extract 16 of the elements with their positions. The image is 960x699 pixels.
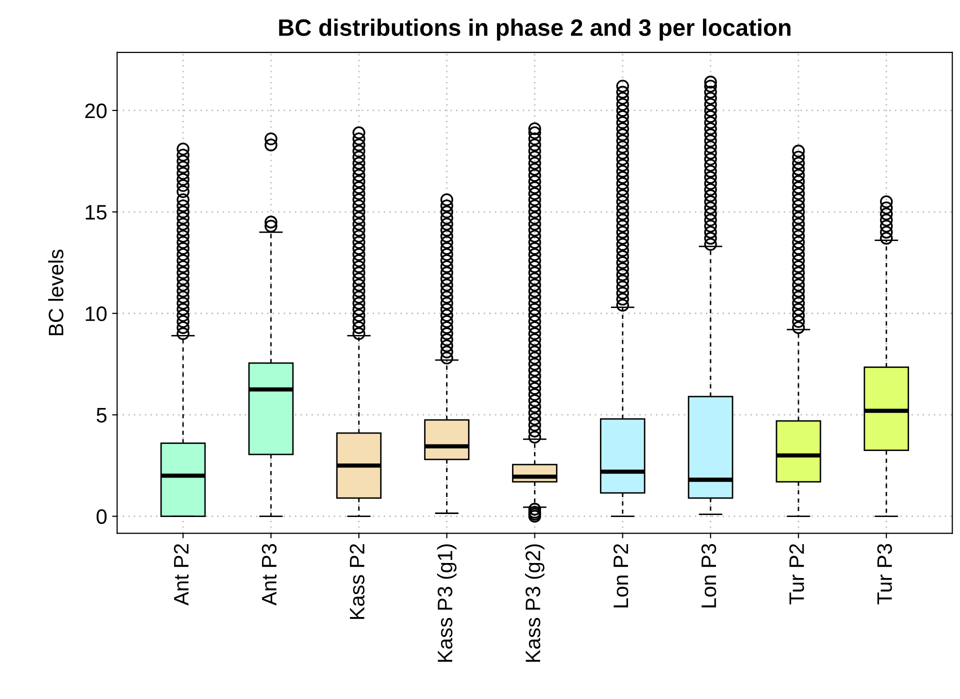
x-tick-label: Ant P3 — [262, 544, 277, 606]
y-tick-label: 20 — [85, 103, 107, 118]
chart-title: BC distributions in phase 2 and 3 per location — [279, 18, 790, 41]
x-tick-label: Ant P2 — [174, 544, 189, 606]
y-tick-label: 10 — [86, 306, 107, 322]
x-tick-label: Kass P3 (g1) — [437, 544, 457, 662]
x-tick-label: Tur P3 — [877, 544, 892, 604]
x-tick-label: Kass P3 (g2) — [525, 544, 544, 662]
x-tick-label: Lon P3 — [701, 544, 716, 608]
x-tick-label: Kass P2 — [350, 544, 364, 619]
y-tick-label: 0 — [96, 509, 107, 524]
x-tick-label: Tur P2 — [789, 544, 804, 604]
y-tick-label: 5 — [96, 408, 107, 423]
x-tick-label: Lon P2 — [613, 544, 628, 608]
y-tick-label: 15 — [86, 205, 107, 220]
y-axis-title: BC levels — [48, 250, 64, 336]
